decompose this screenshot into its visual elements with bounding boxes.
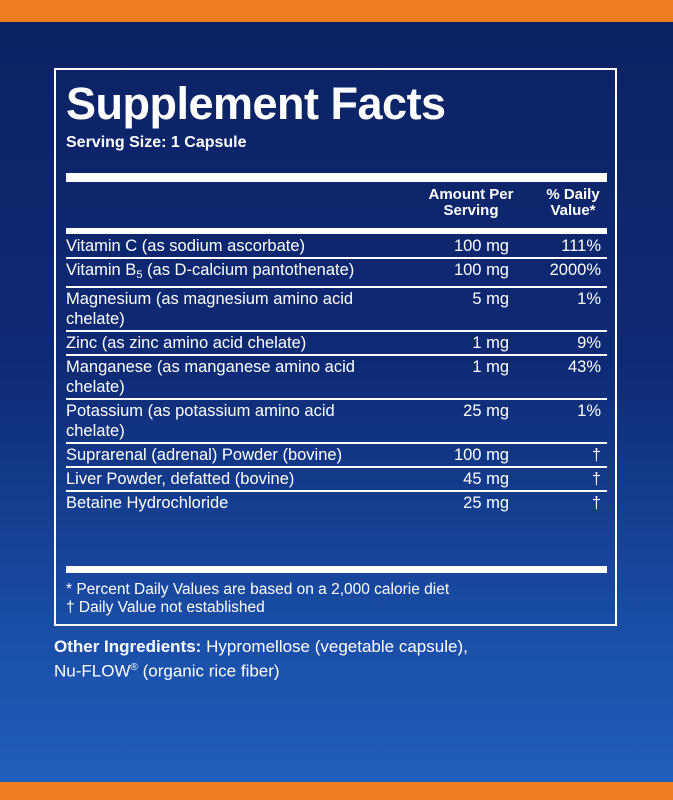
nutrient-amount: 25 mg	[463, 402, 509, 420]
nutrient-name: Suprarenal (adrenal) Powder (bovine)	[66, 446, 343, 464]
footnote-not-established: † Daily Value not established	[66, 599, 265, 616]
nutrient-daily-value: †	[591, 494, 601, 512]
serving-size: Serving Size: 1 Capsule	[66, 134, 247, 151]
nutrient-name: Potassium (as potassium amino acid chela…	[66, 402, 335, 440]
table-row: Liver Powder, defatted (bovine) 45 mg †	[66, 468, 607, 492]
nutrient-daily-value: 2000%	[549, 261, 601, 279]
footnote-daily-values: * Percent Daily Values are based on a 2,…	[66, 581, 450, 598]
nutrient-name: Manganese (as manganese amino acid chela…	[66, 358, 355, 396]
table-row: Suprarenal (adrenal) Powder (bovine) 100…	[66, 444, 607, 468]
header-daily-value: % Daily Value*	[546, 186, 600, 219]
other-ingredients-text-2: Nu-FLOW	[54, 661, 131, 681]
top-accent-stripe	[0, 0, 673, 22]
nutrient-name-subscript: 5	[136, 269, 143, 281]
other-ingredients-text-1: Hypromellose (vegetable capsule),	[201, 637, 468, 656]
thick-divider-top	[66, 173, 607, 182]
nutrient-name: Zinc (as zinc amino acid chelate)	[66, 334, 307, 352]
table-row: Magnesium (as magnesium amino acid chela…	[66, 288, 607, 332]
nutrient-daily-value: †	[591, 446, 601, 464]
table-row: Vitamin B5 (as D-calcium pantothenate) 1…	[66, 259, 607, 288]
nutrient-amount: 45 mg	[463, 470, 509, 488]
table-row: Potassium (as potassium amino acid chela…	[66, 400, 607, 444]
nutrient-name: Vitamin C (as sodium ascorbate)	[66, 237, 306, 255]
nutrient-amount: 5 mg	[472, 290, 509, 308]
registered-mark: ®	[130, 662, 138, 673]
nutrient-name: Betaine Hydrochloride	[66, 494, 229, 512]
nutrient-daily-value: †	[591, 470, 601, 488]
table-row: Manganese (as manganese amino acid chela…	[66, 356, 607, 400]
other-ingredients: Other Ingredients: Hypromellose (vegetab…	[54, 636, 594, 682]
bottom-accent-stripe	[0, 782, 673, 800]
nutrient-amount: 100 mg	[453, 446, 509, 464]
nutrient-amount: 1 mg	[472, 334, 509, 352]
thick-divider-middle	[66, 228, 607, 234]
nutrient-name-prefix: Vitamin B	[66, 261, 137, 279]
table-row: Vitamin C (as sodium ascorbate) 100 mg 1…	[66, 235, 607, 259]
nutrient-daily-value: 9%	[577, 334, 601, 352]
nutrient-name-suffix: (as D-calcium pantothenate)	[142, 261, 355, 279]
nutrient-amount: 1 mg	[472, 358, 509, 376]
nutrient-name: Liver Powder, defatted (bovine)	[66, 470, 295, 488]
nutrient-table: Vitamin C (as sodium ascorbate) 100 mg 1…	[66, 235, 607, 514]
panel-title: Supplement Facts	[66, 78, 446, 129]
footnotes: * Percent Daily Values are based on a 2,…	[66, 581, 449, 617]
nutrient-amount: 100 mg	[453, 261, 509, 279]
nutrient-daily-value: 1%	[577, 402, 601, 420]
other-ingredients-text-3: (organic rice fiber)	[137, 661, 280, 681]
nutrient-name: Vitamin B5 (as D-calcium pantothenate)	[66, 259, 396, 286]
header-amount-per-serving: Amount Per Serving	[428, 186, 514, 219]
table-row: Betaine Hydrochloride 25 mg †	[66, 492, 607, 514]
nutrient-amount: 25 mg	[463, 494, 509, 512]
nutrient-amount: 100 mg	[453, 237, 509, 255]
nutrient-daily-value: 111%	[561, 237, 601, 255]
supplement-facts-panel: Supplement Facts Serving Size: 1 Capsule…	[54, 68, 617, 626]
nutrient-daily-value: 1%	[577, 290, 601, 308]
nutrient-name: Magnesium (as magnesium amino acid chela…	[66, 290, 354, 328]
table-row: Zinc (as zinc amino acid chelate) 1 mg 9…	[66, 332, 607, 356]
nutrient-daily-value: 43%	[567, 358, 601, 376]
thick-divider-bottom	[66, 566, 607, 573]
other-ingredients-label: Other Ingredients:	[54, 637, 202, 656]
